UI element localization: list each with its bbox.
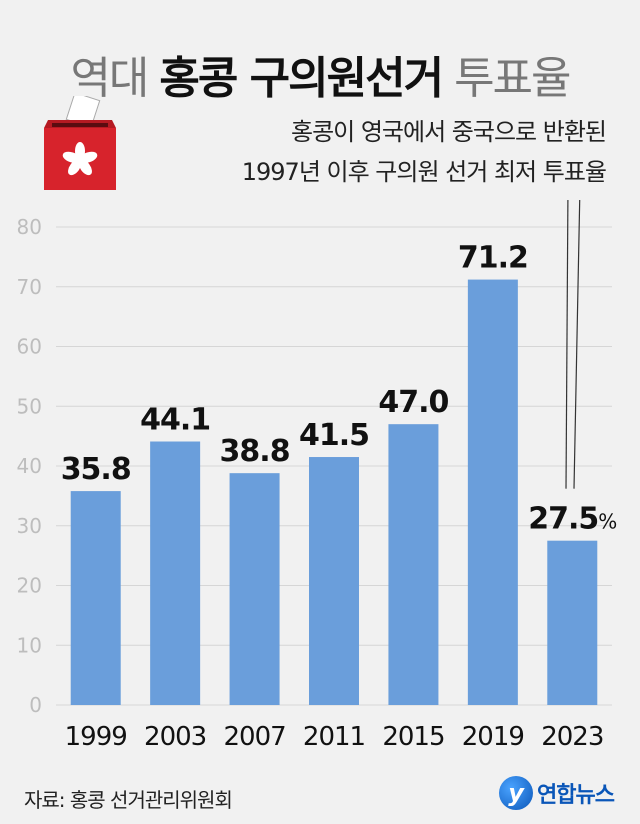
- x-tick-label: 2015: [382, 722, 444, 752]
- annotation-line-2: 1997년 이후 구의원 선거 최저 투표율: [241, 158, 607, 186]
- data-label: 47.0: [378, 385, 448, 420]
- chart-title: 역대 홍콩 구의원선거 투표율: [0, 42, 640, 106]
- y-tick-label: 20: [17, 574, 42, 598]
- bar: [309, 457, 359, 705]
- y-tick-label: 40: [17, 454, 42, 478]
- bar-chart: 0 10 20 30 40 50 60 70 80 35.8 1999 44.1 2003 38.8 200…: [17, 200, 617, 752]
- y-tick-label: 80: [17, 215, 42, 239]
- bar: [150, 441, 201, 705]
- data-label: 27.5%: [528, 502, 616, 537]
- publisher-logo: y 연합뉴스: [499, 776, 615, 810]
- y-tick-label: 30: [17, 514, 42, 538]
- x-tick-label: 2003: [144, 722, 206, 752]
- x-tick-label: 2007: [223, 722, 285, 752]
- bar: [388, 424, 439, 705]
- ballot-box-hong-kong-flag-icon: [44, 92, 116, 196]
- x-tick-label: 2023: [541, 722, 603, 752]
- title-suffix: 투표율: [442, 53, 571, 104]
- data-label: 71.2: [458, 241, 528, 276]
- data-label: 38.8: [220, 434, 290, 469]
- annotation-leader: [565, 200, 569, 489]
- bar: [229, 473, 280, 705]
- y-tick-label: 50: [17, 394, 42, 418]
- data-label: 35.8: [61, 452, 131, 487]
- data-label: 41.5: [299, 418, 369, 453]
- bar: [547, 540, 598, 705]
- annotation-text: 홍콩이 영국에서 중국으로 반환된 1997년 이후 구의원 선거 최저 투표율: [146, 112, 607, 192]
- y-tick-label: 70: [17, 275, 42, 299]
- source-note: 자료: 홍콩 선거관리위원회: [24, 788, 233, 812]
- data-label: 44.1: [140, 403, 210, 438]
- y-tick-label: 0: [29, 693, 42, 717]
- yonhap-logo-icon: y: [499, 776, 534, 810]
- title-highlight: 홍콩 구의원선거: [159, 53, 444, 104]
- x-tick-label: 2011: [303, 722, 365, 752]
- bar: [467, 279, 518, 705]
- bar: [70, 491, 121, 705]
- annotation-leader: [573, 200, 581, 489]
- data-label-unit: %: [598, 510, 616, 534]
- x-tick-label: 2019: [462, 722, 524, 752]
- annotation-line-1: 홍콩이 영국에서 중국으로 반환된: [290, 118, 607, 146]
- y-tick-label: 10: [17, 633, 42, 657]
- y-tick-label: 60: [17, 335, 42, 359]
- logo-text: 연합뉴스: [537, 783, 615, 808]
- x-tick-label: 1999: [65, 722, 127, 752]
